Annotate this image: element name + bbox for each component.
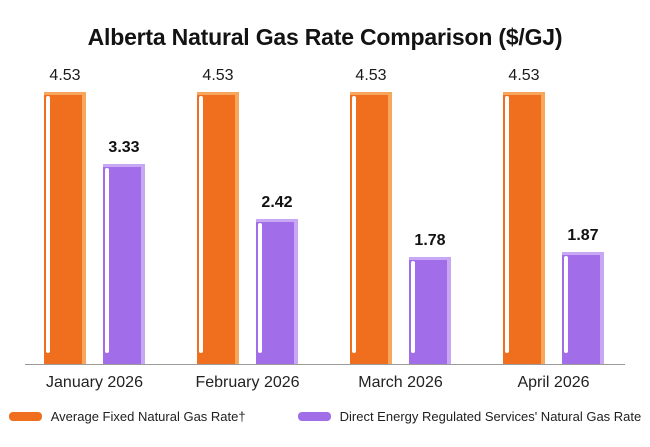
value-label-regulated-services-rate-april: 1.87	[567, 227, 599, 244]
bar-regulated-services-rate-february	[256, 219, 298, 364]
x-axis-label-january: January 2026	[46, 374, 143, 391]
bar-average-fixed-rate-january	[44, 92, 86, 364]
value-label-regulated-services-rate-february: 2.42	[261, 194, 293, 211]
bar-regulated-services-rate-march	[409, 257, 451, 364]
chart-title: Alberta Natural Gas Rate Comparison ($/G…	[87, 24, 563, 50]
x-axis-label-march: March 2026	[358, 374, 443, 391]
value-label-average-fixed-rate-february: 4.53	[202, 67, 234, 84]
bar-regulated-services-rate-april	[562, 252, 604, 364]
legend-label-fixed-rate: Average Fixed Natural Gas Rate†	[50, 409, 246, 424]
value-label-average-fixed-rate-march: 4.53	[355, 67, 387, 84]
x-axis-label-april: April 2026	[517, 374, 590, 391]
value-label-regulated-services-rate-january: 3.33	[108, 139, 140, 156]
x-axis-label-february: February 2026	[195, 374, 300, 391]
legend-item-fixed-rate: Average Fixed Natural Gas Rate†	[8, 409, 246, 424]
bar-average-fixed-rate-march	[350, 92, 392, 364]
legend-swatch-purple	[297, 412, 331, 421]
bar-average-fixed-rate-april	[503, 92, 545, 364]
value-label-regulated-services-rate-march: 1.78	[414, 232, 446, 249]
plot-area: 4.53 3.33 January 2026 4.53 2.42 February 202…	[25, 67, 625, 391]
bar-regulated-services-rate-january	[103, 164, 145, 364]
legend-swatch-orange	[8, 412, 42, 421]
value-label-average-fixed-rate-april: 4.53	[508, 67, 540, 84]
legend-item-regulated-rate: Direct Energy Regulated Services' Natura…	[297, 409, 642, 424]
legend: Average Fixed Natural Gas Rate† Direct E…	[0, 409, 650, 424]
legend-label-regulated-rate: Direct Energy Regulated Services' Natura…	[339, 409, 642, 424]
value-label-average-fixed-rate-january: 4.53	[49, 67, 81, 84]
bar-average-fixed-rate-february	[197, 92, 239, 364]
